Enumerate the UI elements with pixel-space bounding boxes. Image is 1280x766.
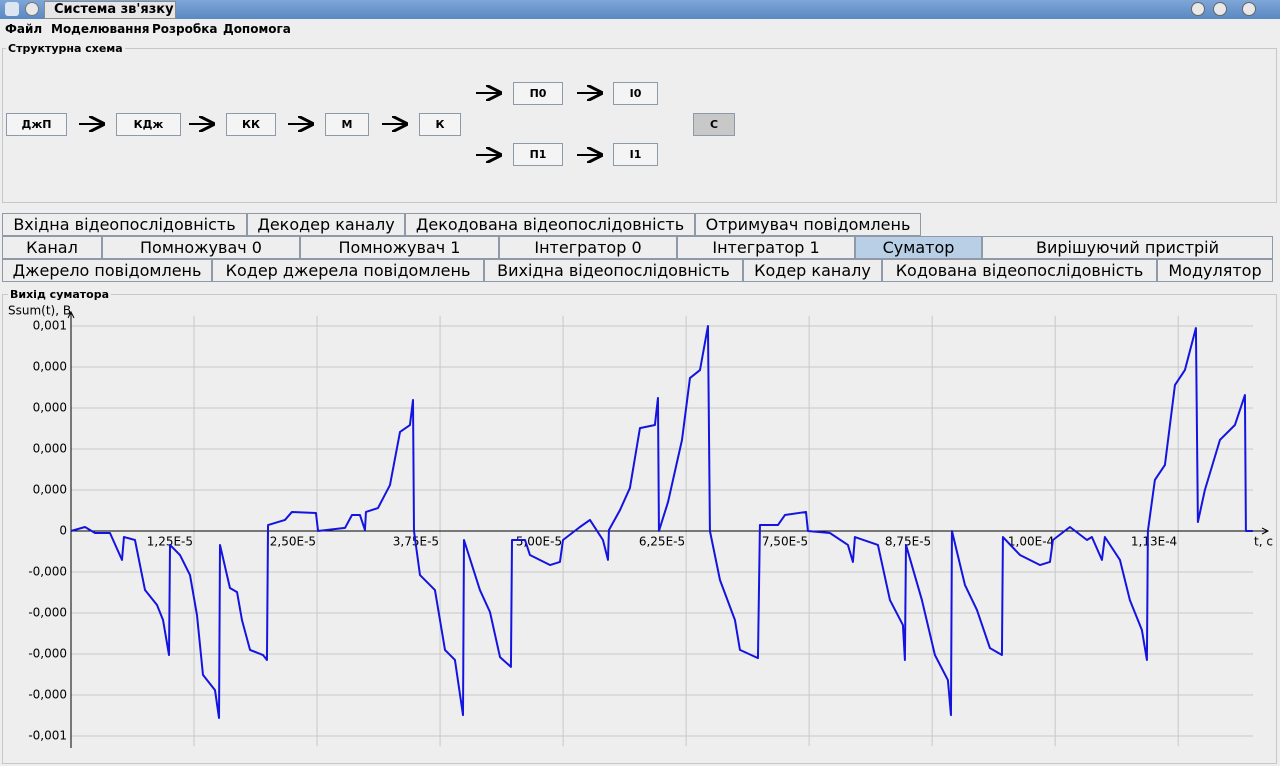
x-axis-arrow: [1261, 527, 1270, 535]
y-tick-label: 0,000: [33, 442, 67, 456]
tab[interactable]: Вирішуючий пристрій: [982, 236, 1273, 259]
menu-item[interactable]: Розробка: [152, 22, 218, 36]
title-bar: [0, 0, 1280, 19]
x-tick-label: 5,00E-5: [516, 535, 562, 549]
tab[interactable]: Кодована відеопослідовність: [882, 259, 1157, 282]
y-tick-label: 0,000: [33, 360, 67, 374]
tab[interactable]: Вхідна відеопослідовність: [2, 213, 247, 236]
y-axis-label: Ssum(t), B: [8, 304, 71, 318]
menu-item[interactable]: Файл: [5, 22, 43, 36]
menu-item[interactable]: Допомога: [223, 22, 291, 36]
structure-panel: [2, 48, 1277, 203]
block[interactable]: С: [693, 113, 735, 136]
minimize-button[interactable]: [1191, 2, 1205, 16]
y-tick-label: -0,000: [28, 606, 67, 620]
block[interactable]: М: [325, 113, 369, 136]
tab[interactable]: Модулятор: [1157, 259, 1273, 282]
block[interactable]: К: [419, 113, 461, 136]
x-tick-label: 1,13E-4: [1131, 535, 1177, 549]
block[interactable]: П0: [513, 82, 563, 105]
block[interactable]: І1: [613, 143, 658, 166]
chart-panel: [2, 294, 1277, 764]
tab[interactable]: Канал: [2, 236, 102, 259]
tab[interactable]: Помножувач 0: [102, 236, 300, 259]
tab[interactable]: Джерело повідомлень: [2, 259, 212, 282]
x-axis-label: t, c: [1254, 535, 1273, 549]
signal-line: [70, 325, 1253, 719]
tab[interactable]: Суматор: [855, 236, 982, 259]
window-title: Система зв'язку: [44, 1, 176, 19]
block[interactable]: КДж: [116, 113, 181, 136]
tab[interactable]: Кодер каналу: [743, 259, 882, 282]
y-tick-label: 0,000: [33, 401, 67, 415]
tab[interactable]: Кодер джерела повідомлень: [212, 259, 484, 282]
y-tick-label: 0,001: [33, 319, 67, 333]
y-axis-arrow: [67, 310, 75, 319]
structure-arrows: [79, 40, 760, 200]
menu-button[interactable]: [25, 2, 39, 16]
tab[interactable]: Інтегратор 0: [499, 236, 677, 259]
x-tick-label: 8,75E-5: [885, 535, 931, 549]
y-tick-label: 0,000: [33, 483, 67, 497]
x-tick-label: 7,50E-5: [762, 535, 808, 549]
tab[interactable]: Отримувач повідомлень: [695, 213, 921, 236]
panel-title: Структурна схема: [6, 42, 125, 55]
tab[interactable]: Вихідна відеопослідовність: [484, 259, 743, 282]
app-icon: [5, 2, 19, 16]
x-tick-label: 2,50E-5: [270, 535, 316, 549]
tab[interactable]: Декодована відеопослідовність: [405, 213, 695, 236]
panel-title: Вихід суматора: [8, 288, 112, 301]
block[interactable]: ДжП: [6, 113, 67, 136]
menu-item[interactable]: Моделювання: [51, 22, 150, 36]
x-tick-label: 1,25E-5: [147, 535, 193, 549]
y-tick-label: -0,000: [28, 565, 67, 579]
close-button[interactable]: [1242, 2, 1256, 16]
tab[interactable]: Інтегратор 1: [677, 236, 855, 259]
block[interactable]: КК: [226, 113, 276, 136]
tab[interactable]: Помножувач 1: [300, 236, 499, 259]
y-tick-label: -0,001: [28, 729, 67, 743]
block[interactable]: І0: [613, 82, 658, 105]
y-tick-label: 0: [59, 524, 67, 538]
tab[interactable]: Декодер каналу: [247, 213, 405, 236]
x-tick-label: 1,00E-4: [1008, 535, 1054, 549]
y-tick-label: -0,000: [28, 647, 67, 661]
maximize-button[interactable]: [1213, 2, 1227, 16]
x-tick-label: 6,25E-5: [639, 535, 685, 549]
block[interactable]: П1: [513, 143, 563, 166]
y-tick-label: -0,000: [28, 688, 67, 702]
